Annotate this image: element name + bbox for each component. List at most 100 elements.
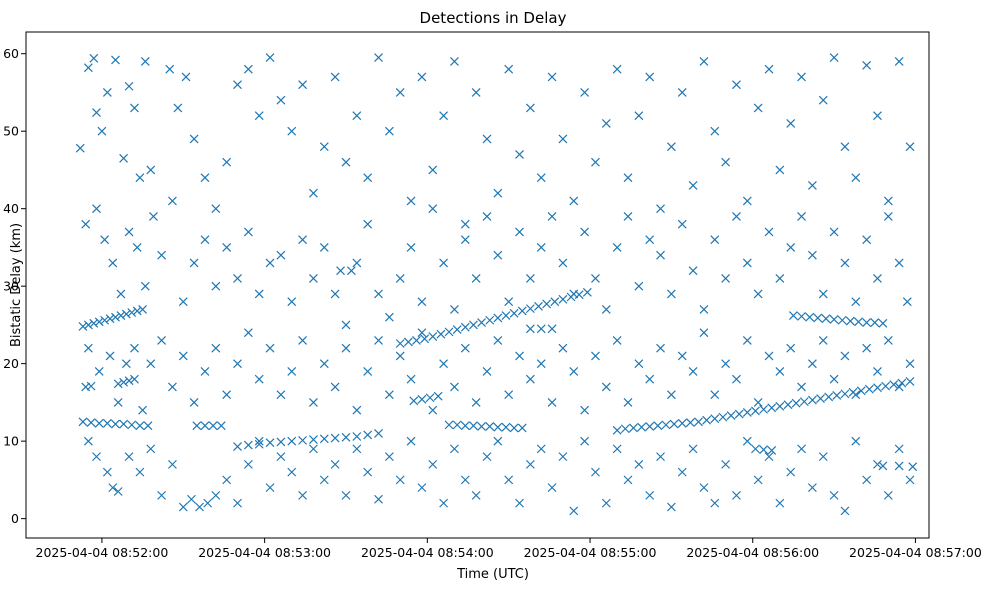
- data-point-marker: [276, 390, 286, 400]
- data-point-marker: [119, 419, 129, 429]
- data-point-marker: [753, 475, 763, 485]
- data-point-marker: [471, 397, 481, 407]
- data-point-marker: [208, 421, 218, 431]
- data-point-marker: [395, 339, 405, 348]
- data-point-marker: [406, 374, 416, 384]
- data-point-marker: [341, 432, 351, 442]
- data-point-marker: [233, 80, 242, 90]
- data-point-marker: [157, 490, 167, 500]
- data-point-marker: [742, 196, 752, 206]
- data-point-marker: [677, 418, 687, 428]
- data-point-marker: [797, 382, 806, 392]
- data-point-marker: [276, 250, 286, 260]
- data-point-marker: [688, 366, 698, 376]
- data-point-marker: [233, 273, 242, 283]
- data-point-marker: [601, 498, 611, 508]
- data-point-marker: [222, 390, 232, 400]
- data-point-marker: [873, 111, 882, 121]
- data-point-marker: [189, 397, 199, 407]
- data-point-marker: [81, 219, 91, 229]
- data-point-marker: [395, 351, 405, 361]
- data-point-marker: [116, 289, 126, 299]
- data-point-marker: [620, 424, 630, 434]
- data-point-marker: [862, 343, 872, 353]
- data-point-marker: [287, 126, 297, 136]
- data-point-marker: [818, 452, 828, 462]
- data-point-marker: [192, 421, 202, 431]
- data-point-marker: [460, 235, 470, 245]
- data-point-marker: [309, 397, 318, 407]
- data-point-marker: [178, 297, 188, 307]
- data-point-marker: [165, 64, 175, 74]
- data-point-marker: [319, 359, 329, 369]
- data-point-marker: [601, 382, 611, 392]
- data-point-marker: [832, 390, 842, 400]
- data-point-marker: [591, 351, 600, 361]
- data-point-marker: [558, 294, 568, 304]
- data-point-marker: [569, 506, 579, 516]
- data-point-marker: [623, 475, 633, 485]
- data-point-marker: [493, 436, 503, 446]
- data-point-marker: [718, 412, 728, 422]
- data-point-marker: [547, 211, 557, 221]
- data-point-marker: [645, 72, 655, 82]
- data-point-marker: [699, 328, 709, 338]
- data-point-marker: [547, 72, 557, 82]
- data-point-marker: [873, 383, 882, 393]
- data-point-marker: [211, 204, 221, 214]
- data-point-marker: [341, 490, 351, 500]
- x-tick-label: 2025-04-04 08:52:00: [36, 545, 169, 560]
- data-point-marker: [818, 289, 828, 299]
- data-point-marker: [186, 494, 196, 504]
- data-point-marker: [536, 242, 546, 252]
- data-point-marker: [111, 419, 120, 429]
- data-point-marker: [298, 235, 308, 245]
- data-point-marker: [97, 126, 107, 136]
- data-point-marker: [265, 343, 275, 353]
- data-point-marker: [319, 475, 329, 485]
- data-point-marker: [818, 335, 828, 345]
- data-point-marker: [612, 64, 622, 74]
- data-point-marker: [341, 343, 351, 353]
- data-point-marker: [265, 53, 275, 62]
- data-point-marker: [428, 405, 438, 415]
- data-point-marker: [525, 324, 535, 334]
- data-point-marker: [450, 382, 459, 392]
- data-point-marker: [862, 318, 872, 328]
- x-tick-label: 2025-04-04 08:57:00: [849, 545, 982, 560]
- data-point-marker: [374, 53, 383, 62]
- data-point-marker: [688, 266, 698, 276]
- data-point-marker: [121, 359, 131, 369]
- data-point-marker: [243, 64, 253, 74]
- data-point-marker: [580, 88, 590, 97]
- data-point-marker: [623, 173, 633, 183]
- data-point-marker: [751, 406, 760, 416]
- data-point-marker: [775, 401, 785, 411]
- data-point-marker: [384, 390, 394, 400]
- data-point-marker: [265, 483, 275, 493]
- data-point-marker: [580, 227, 590, 237]
- data-point-marker: [764, 64, 774, 74]
- data-point-marker: [276, 452, 286, 462]
- data-point-marker: [742, 436, 752, 446]
- data-point-marker: [157, 250, 167, 260]
- data-point-marker: [330, 459, 340, 469]
- data-point-marker: [254, 111, 264, 121]
- data-point-marker: [384, 452, 394, 462]
- data-point-marker: [287, 436, 297, 446]
- data-point-marker: [100, 315, 110, 325]
- data-point-marker: [504, 475, 514, 485]
- data-point-marker: [816, 394, 825, 403]
- data-point-marker: [666, 289, 676, 299]
- data-point-marker: [775, 165, 785, 175]
- data-point-marker: [623, 397, 633, 407]
- data-point-marker: [721, 157, 731, 167]
- data-point-marker: [111, 312, 120, 322]
- data-point-marker: [444, 420, 454, 430]
- data-point-marker: [417, 394, 427, 404]
- y-axis-label: Bistatic Delay (km): [9, 223, 24, 347]
- data-point-marker: [699, 483, 709, 493]
- data-point-marker: [634, 111, 644, 121]
- data-point-marker: [883, 196, 893, 206]
- data-point-marker: [298, 80, 308, 90]
